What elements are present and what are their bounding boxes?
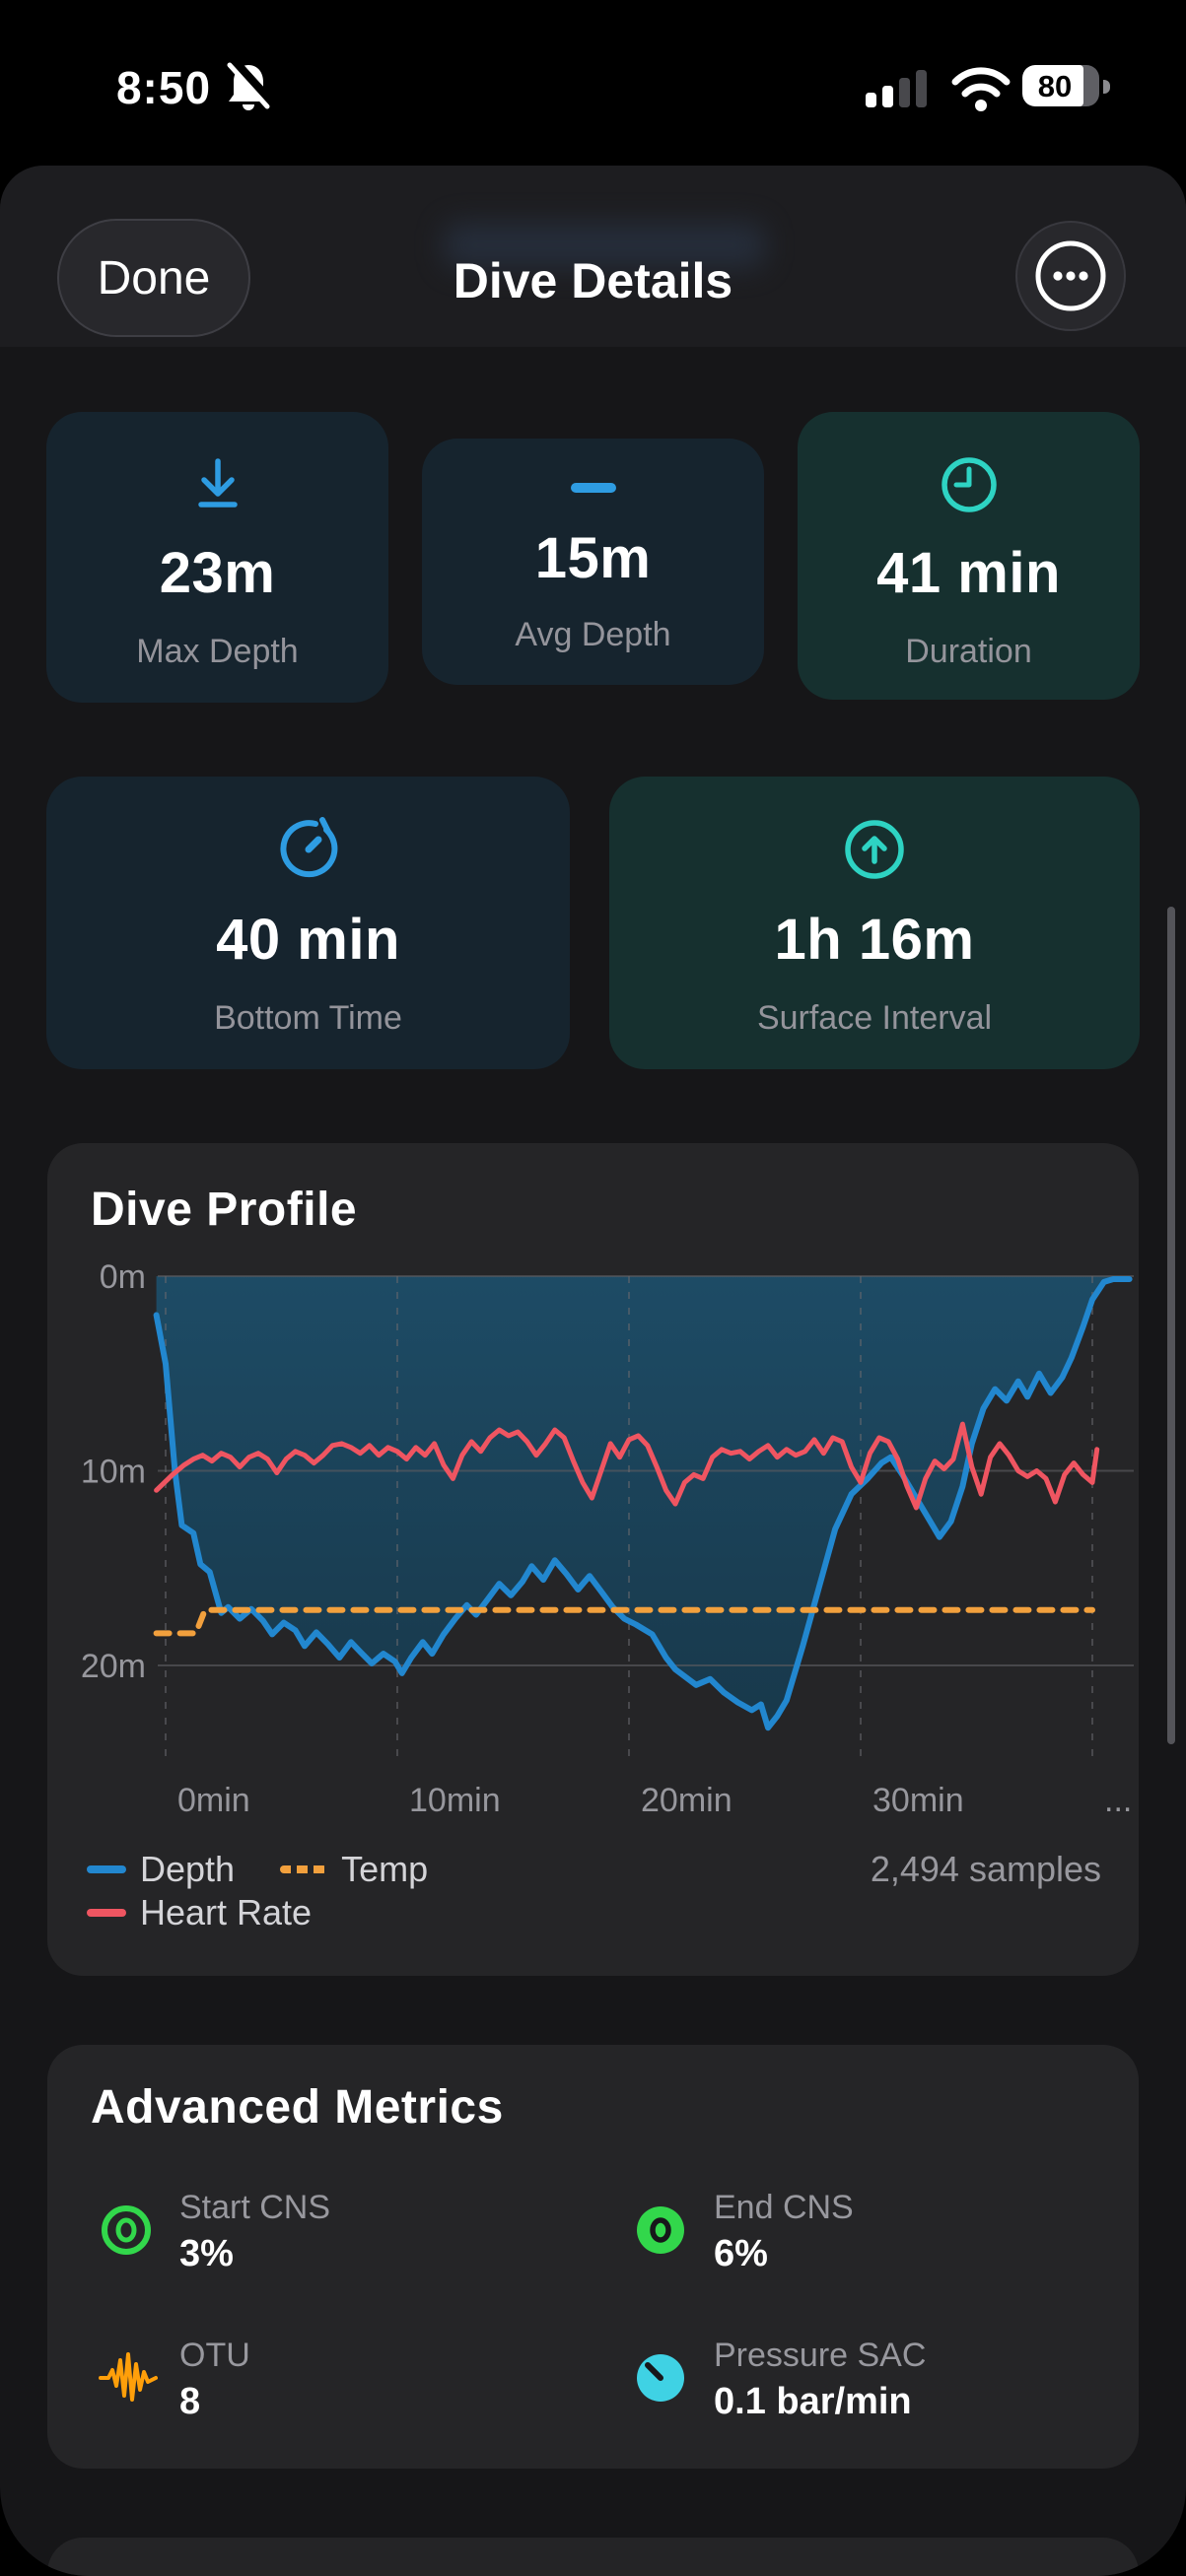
legend-depth-label: Depth xyxy=(140,1849,236,1889)
next-section-card-partial xyxy=(47,2538,1139,2576)
chart-legend-row-2: Heart Rate xyxy=(87,1892,339,1933)
stat-card-duration: 41 min Duration xyxy=(798,412,1140,700)
avg-depth-label: Avg Depth xyxy=(515,616,671,653)
svg-text:0m: 0m xyxy=(100,1258,146,1296)
arrow-down-to-line-icon xyxy=(197,458,238,508)
status-bar: 8:50 80 xyxy=(0,0,1186,128)
metric-end-cns: End CNS 6% xyxy=(633,2189,1096,2297)
pressure-sac-value: 0.1 bar/min xyxy=(714,2381,912,2422)
wifi-icon xyxy=(951,67,1011,111)
dive-profile-title: Dive Profile xyxy=(91,1184,358,1236)
pressure-sac-label: Pressure SAC xyxy=(714,2337,927,2374)
more-options-button[interactable] xyxy=(1015,221,1126,331)
arrow-up-circle-icon xyxy=(845,820,904,879)
stat-card-surface-interval: 1h 16m Surface Interval xyxy=(609,777,1140,1069)
svg-text:...: ... xyxy=(1104,1782,1132,1819)
svg-text:10m: 10m xyxy=(81,1454,146,1491)
surface-interval-label: Surface Interval xyxy=(756,999,993,1037)
scrollbar-thumb[interactable] xyxy=(1167,907,1175,1744)
status-time: 8:50 xyxy=(115,62,212,113)
battery-percent: 80 xyxy=(1037,69,1073,103)
waveform-icon xyxy=(99,2352,158,2402)
max-depth-value: 23m xyxy=(159,541,276,605)
legend-heart-rate-label: Heart Rate xyxy=(140,1892,313,1932)
notifications-silenced-bell-icon xyxy=(227,59,276,110)
cellular-signal-icon xyxy=(866,70,927,107)
start-cns-value: 3% xyxy=(179,2233,234,2274)
end-cns-label: End CNS xyxy=(714,2189,854,2226)
filled-ring-icon xyxy=(637,2206,684,2254)
legend-item-heart-rate: Heart Rate xyxy=(87,1892,312,1933)
duration-value: 41 min xyxy=(876,541,1061,605)
samples-count: 2,494 samples xyxy=(870,1849,1101,1889)
otu-value: 8 xyxy=(179,2381,201,2422)
end-cns-value: 6% xyxy=(714,2233,768,2274)
page-title: Dive Details xyxy=(453,253,733,308)
timer-icon xyxy=(279,817,337,878)
done-button[interactable]: Done xyxy=(57,219,250,337)
battery-cap xyxy=(1103,80,1110,94)
dive-profile-chart[interactable]: 0m 10m 20m 0min 10min 20min 30min... xyxy=(47,1143,1139,1833)
bottom-time-value: 40 min xyxy=(216,908,400,972)
dash-icon xyxy=(570,483,616,493)
done-button-label: Done xyxy=(97,251,211,305)
stat-card-avg-depth: 15m Avg Depth xyxy=(422,439,764,685)
heart-rate-swatch xyxy=(87,1909,126,1917)
clock-icon xyxy=(941,457,997,512)
depth-swatch xyxy=(87,1865,126,1873)
surface-interval-value: 1h 16m xyxy=(774,908,975,972)
svg-text:10min: 10min xyxy=(409,1782,501,1819)
metric-pressure-sac: Pressure SAC 0.1 bar/min xyxy=(633,2337,1096,2445)
redacted-title-blur xyxy=(444,223,765,268)
metric-start-cns: Start CNS 3% xyxy=(99,2189,562,2297)
svg-text:20min: 20min xyxy=(641,1782,733,1819)
bottom-time-label: Bottom Time xyxy=(214,999,402,1037)
max-depth-label: Max Depth xyxy=(136,633,299,670)
ellipsis-circle-icon xyxy=(1035,240,1106,311)
duration-label: Duration xyxy=(905,633,1032,670)
svg-text:30min: 30min xyxy=(872,1782,964,1819)
otu-label: OTU xyxy=(179,2337,250,2374)
svg-text:0min: 0min xyxy=(177,1782,250,1819)
battery-fill xyxy=(1022,65,1083,106)
advanced-metrics-card: Advanced Metrics Start CNS 3% End CNS 6% xyxy=(47,2045,1139,2469)
legend-item-depth: Depth xyxy=(87,1849,235,1890)
stat-card-bottom-time: 40 min Bottom Time xyxy=(46,777,570,1069)
concentric-circles-icon xyxy=(102,2205,151,2255)
start-cns-label: Start CNS xyxy=(179,2189,331,2226)
legend-temp-label: Temp xyxy=(341,1849,429,1889)
metric-otu: OTU 8 xyxy=(99,2337,562,2445)
svg-text:20m: 20m xyxy=(81,1648,146,1685)
temp-swatch xyxy=(280,1865,328,1873)
advanced-metrics-title: Advanced Metrics xyxy=(91,2081,504,2134)
legend-item-temp: Temp xyxy=(280,1849,428,1890)
gauge-icon xyxy=(637,2354,684,2402)
chart-legend-row-1: Depth Temp 2,494 samples xyxy=(87,1849,1101,1890)
dive-profile-card: Dive Profile 0m 10m 20m 0min 10min 20min 30min… xyxy=(47,1143,1139,1976)
avg-depth-value: 15m xyxy=(534,526,652,590)
stat-card-max-depth: 23m Max Depth xyxy=(46,412,388,703)
